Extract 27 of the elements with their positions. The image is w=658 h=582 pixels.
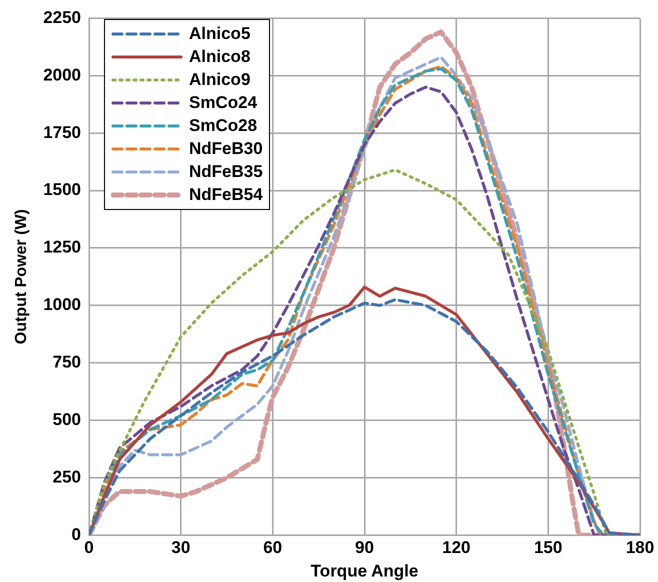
y-tick-label: 750 bbox=[52, 352, 82, 372]
x-axis-title: Torque Angle bbox=[310, 561, 418, 580]
x-tick-label: 180 bbox=[626, 538, 654, 558]
legend-label: SmCo28 bbox=[189, 116, 258, 136]
y-tick-label: 1750 bbox=[43, 122, 82, 142]
x-tick-label: 0 bbox=[84, 538, 94, 558]
legend-label: SmCo24 bbox=[189, 92, 258, 112]
y-tick-label: 0 bbox=[72, 524, 82, 544]
legend-label: Alnico5 bbox=[189, 24, 250, 44]
legend-label: NdFeB35 bbox=[189, 162, 263, 182]
x-tick-label: 30 bbox=[171, 538, 190, 558]
legend-label: Alnico9 bbox=[189, 70, 250, 90]
y-axis-title: Output Power (W) bbox=[13, 209, 30, 344]
y-tick-label: 2000 bbox=[43, 65, 82, 84]
y-tick-label: 500 bbox=[52, 410, 82, 429]
y-tick-label: 250 bbox=[52, 467, 82, 486]
y-tick-label: 1000 bbox=[43, 295, 82, 314]
y-tick-label: 1500 bbox=[43, 180, 82, 200]
y-tick-label: 1250 bbox=[43, 238, 82, 257]
y-tick-label: 2250 bbox=[43, 8, 82, 27]
legend-label: NdFeB30 bbox=[189, 138, 263, 158]
legend-label: NdFeB54 bbox=[189, 184, 263, 204]
x-tick-label: 120 bbox=[442, 538, 471, 558]
legend-label: Alnico8 bbox=[189, 46, 250, 66]
x-tick-label: 90 bbox=[355, 538, 374, 558]
x-tick-label: 150 bbox=[534, 538, 562, 558]
x-tick-label: 60 bbox=[263, 538, 282, 558]
